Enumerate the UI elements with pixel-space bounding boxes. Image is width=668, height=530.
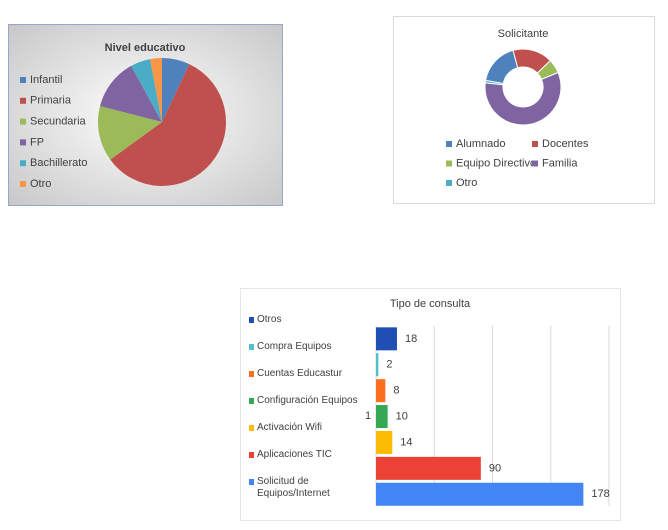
legend-label: Solicitud de Equipos/Internet <box>257 476 330 499</box>
legend-swatch <box>20 139 26 146</box>
legend-swatch <box>249 317 254 323</box>
legend-label: Cuentas Educastur <box>257 368 343 379</box>
legend-swatch <box>20 77 26 83</box>
legend-swatch <box>249 425 254 431</box>
legend-label: Alumnado <box>456 138 506 150</box>
legend-label: Bachillerato <box>30 157 87 169</box>
legend-label: Equipo Directivo <box>456 157 536 169</box>
bar <box>376 430 393 454</box>
legend-label: Infantil <box>30 74 62 86</box>
value-label: 178 <box>591 488 609 500</box>
legend-label: Otros <box>257 314 282 325</box>
legend-swatch <box>20 160 26 167</box>
legend-swatch <box>249 398 254 404</box>
slice <box>131 59 162 122</box>
legend-swatch <box>249 344 254 350</box>
bar <box>376 327 397 351</box>
annotation: 1 <box>365 410 371 422</box>
value-label: 2 <box>386 359 392 371</box>
legend-swatch <box>20 118 26 125</box>
bar <box>376 405 388 429</box>
bar <box>376 379 386 403</box>
slice <box>110 64 227 187</box>
chart-title: Solicitante <box>498 28 549 40</box>
legend-swatch <box>446 160 452 167</box>
chart-frame <box>240 288 621 521</box>
legend-label: Configuración Equipos <box>257 395 358 406</box>
legend-label: Otro <box>456 177 477 189</box>
legend-swatch <box>446 141 452 147</box>
bar <box>376 353 379 377</box>
value-label: 18 <box>405 333 417 345</box>
value-label: 14 <box>400 436 412 448</box>
legend-label: Secundaria <box>30 116 87 128</box>
legend-label: Aplicaciones TIC <box>257 449 332 460</box>
slice <box>484 79 504 86</box>
bar <box>376 456 481 480</box>
legend-label: Activación Wifi <box>257 422 323 433</box>
legend-label: Docentes <box>542 138 589 150</box>
legend-swatch <box>249 479 254 485</box>
legend-swatch <box>446 180 452 186</box>
legend-label: Primaria <box>30 95 72 107</box>
legend-swatch <box>532 141 538 147</box>
legend-swatch <box>249 452 254 458</box>
legend-swatch <box>249 371 254 377</box>
legend-label: FP <box>30 136 44 148</box>
slice <box>484 71 562 126</box>
chart-title: Nivel educativo <box>105 42 186 54</box>
legend-swatch <box>532 160 538 167</box>
slice <box>162 58 190 122</box>
slice <box>98 106 162 160</box>
chart-title: Tipo de consulta <box>390 298 471 310</box>
value-label: 10 <box>396 410 408 422</box>
legend-label: Familia <box>542 157 578 169</box>
legend-swatch <box>20 97 26 104</box>
legend-label: Otro <box>30 178 51 190</box>
slice <box>100 65 162 122</box>
legend-swatch <box>20 181 26 187</box>
bar <box>376 482 584 506</box>
value-label: 90 <box>489 462 501 474</box>
legend-label: Compra Equipos <box>257 341 332 352</box>
value-label: 8 <box>393 385 399 397</box>
slice <box>150 58 162 122</box>
